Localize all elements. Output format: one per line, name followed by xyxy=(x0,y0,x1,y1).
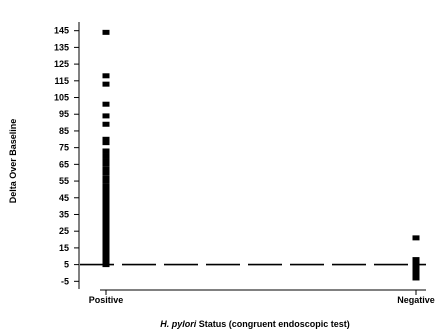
data-point-positive xyxy=(102,140,110,146)
data-point-positive xyxy=(102,233,110,239)
data-point-positive xyxy=(102,101,110,107)
y-tick-label: 145 xyxy=(54,26,69,36)
data-point-positive xyxy=(102,175,110,181)
data-points xyxy=(102,29,420,281)
data-point-positive xyxy=(102,216,110,222)
data-point-positive xyxy=(102,250,110,256)
data-point-positive xyxy=(102,190,110,196)
data-point-positive xyxy=(102,230,110,236)
y-ticks: -5 5 15 25 35 45 55 65 75 85 95 105 115 125 135 145 xyxy=(54,26,79,286)
data-point-positive xyxy=(102,237,110,243)
data-point-positive xyxy=(102,200,110,206)
data-point-positive xyxy=(102,203,110,209)
data-point-positive xyxy=(102,262,110,268)
y-tick-label: -5 xyxy=(61,276,69,286)
data-point-positive xyxy=(102,227,110,233)
data-point-positive xyxy=(102,121,110,127)
x-ticks: Positive Negative xyxy=(89,290,435,305)
x-axis-title: H. pylori Status (congruent endoscopic t… xyxy=(160,319,350,329)
y-tick-label: 115 xyxy=(54,76,69,86)
y-tick-label: 75 xyxy=(59,143,69,153)
data-point-negative xyxy=(412,275,420,281)
data-point-positive xyxy=(102,220,110,226)
y-tick-label: 135 xyxy=(54,42,69,52)
y-tick-label: 55 xyxy=(59,176,69,186)
y-tick-label: 5 xyxy=(64,260,69,270)
data-point-positive xyxy=(102,166,110,172)
plot-frame xyxy=(78,22,426,291)
x-axis-title-italic: H. pylori xyxy=(160,319,197,329)
data-point-positive xyxy=(102,223,110,229)
y-tick-label: 65 xyxy=(59,159,69,169)
data-point-positive xyxy=(102,196,110,202)
data-point-negative xyxy=(412,235,420,241)
y-tick-label: 35 xyxy=(59,209,69,219)
data-point-positive xyxy=(102,253,110,259)
data-point-positive xyxy=(102,186,110,192)
y-tick-label: 25 xyxy=(59,226,69,236)
data-point-positive xyxy=(102,210,110,216)
data-point-positive xyxy=(102,161,110,167)
data-point-positive xyxy=(102,153,110,159)
data-point-positive xyxy=(102,213,110,219)
data-point-positive xyxy=(102,113,110,119)
data-point-positive xyxy=(102,148,110,154)
data-point-negative xyxy=(412,257,420,263)
data-point-positive xyxy=(102,243,110,249)
y-tick-label: 15 xyxy=(59,243,69,253)
data-point-positive xyxy=(102,240,110,246)
data-point-positive xyxy=(102,136,110,142)
data-point-positive xyxy=(102,158,110,164)
data-point-positive xyxy=(102,29,110,35)
x-tick-label: Negative xyxy=(397,295,435,305)
x-axis-title-rest: Status (congruent endoscopic test) xyxy=(196,319,350,329)
x-tick-label: Positive xyxy=(89,295,124,305)
data-point-positive xyxy=(102,178,110,184)
data-point-positive xyxy=(102,193,110,199)
y-tick-label: 105 xyxy=(54,93,69,103)
data-point-positive xyxy=(102,257,110,263)
data-point-positive xyxy=(102,170,110,176)
y-tick-label: 45 xyxy=(59,193,69,203)
y-axis-title: Delta Over Baseline xyxy=(8,119,18,204)
data-point-positive xyxy=(102,247,110,253)
data-point-positive xyxy=(102,206,110,212)
y-tick-label: 85 xyxy=(59,126,69,136)
data-point-positive xyxy=(102,73,110,79)
data-point-positive xyxy=(102,81,110,87)
y-tick-label: 95 xyxy=(59,109,69,119)
data-point-positive xyxy=(102,183,110,189)
y-tick-label: 125 xyxy=(54,59,69,69)
